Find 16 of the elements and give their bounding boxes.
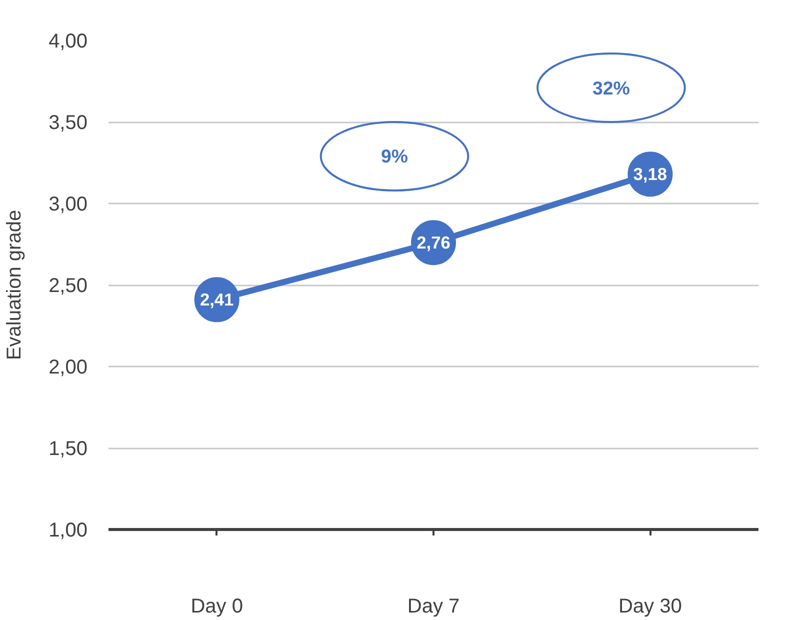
x-tick-label: Day 7	[407, 596, 460, 618]
x-tick-label: Day 30	[618, 596, 682, 618]
data-label: 2,41	[200, 290, 234, 310]
y-tick-label: 1,00	[48, 520, 88, 542]
data-label: 2,76	[416, 232, 451, 253]
annotation: 9%	[381, 146, 408, 167]
y-tick-label: 4,00	[48, 30, 88, 52]
y-tick-label: 1,50	[48, 438, 88, 460]
data-label: 3,18	[633, 164, 668, 184]
x-tick-label: Day 0	[190, 596, 243, 618]
y-tick-label: 3,00	[48, 194, 88, 216]
y-axis-title: Evaluation grade	[4, 210, 26, 360]
y-tick-label: 2,00	[48, 356, 88, 378]
y-tick-label: 2,50	[48, 275, 88, 297]
annotation: 32%	[592, 77, 630, 98]
y-tick-label: 3,50	[48, 112, 88, 134]
